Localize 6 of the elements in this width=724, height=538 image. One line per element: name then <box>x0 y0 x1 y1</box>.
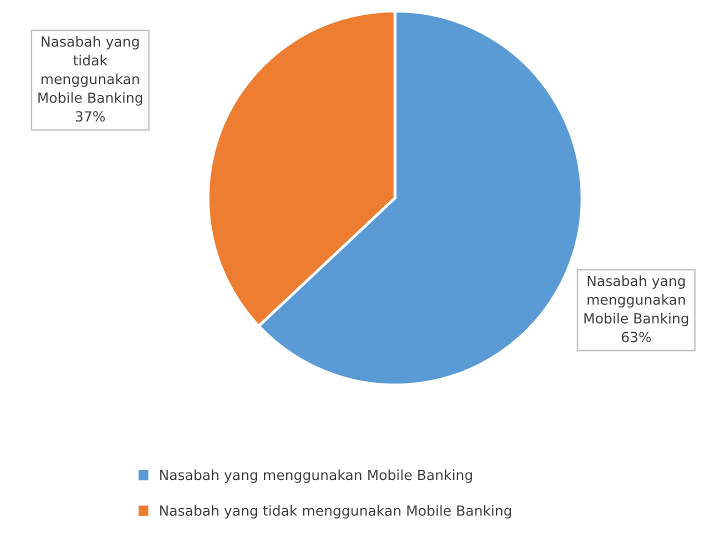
legend-label: Nasabah yang menggunakan Mobile Banking <box>160 469 472 483</box>
slice-label: Nasabah yang menggunakan Mobile Banking <box>584 275 688 326</box>
slice-label: Nasabah yang tidak menggunakan Mobile Banking <box>38 36 142 106</box>
data-label: 63% <box>622 332 651 342</box>
legend-label: Nasabah yang tidak menggunakan Mobile Banking <box>160 505 512 519</box>
data-label: 37% <box>76 111 105 122</box>
